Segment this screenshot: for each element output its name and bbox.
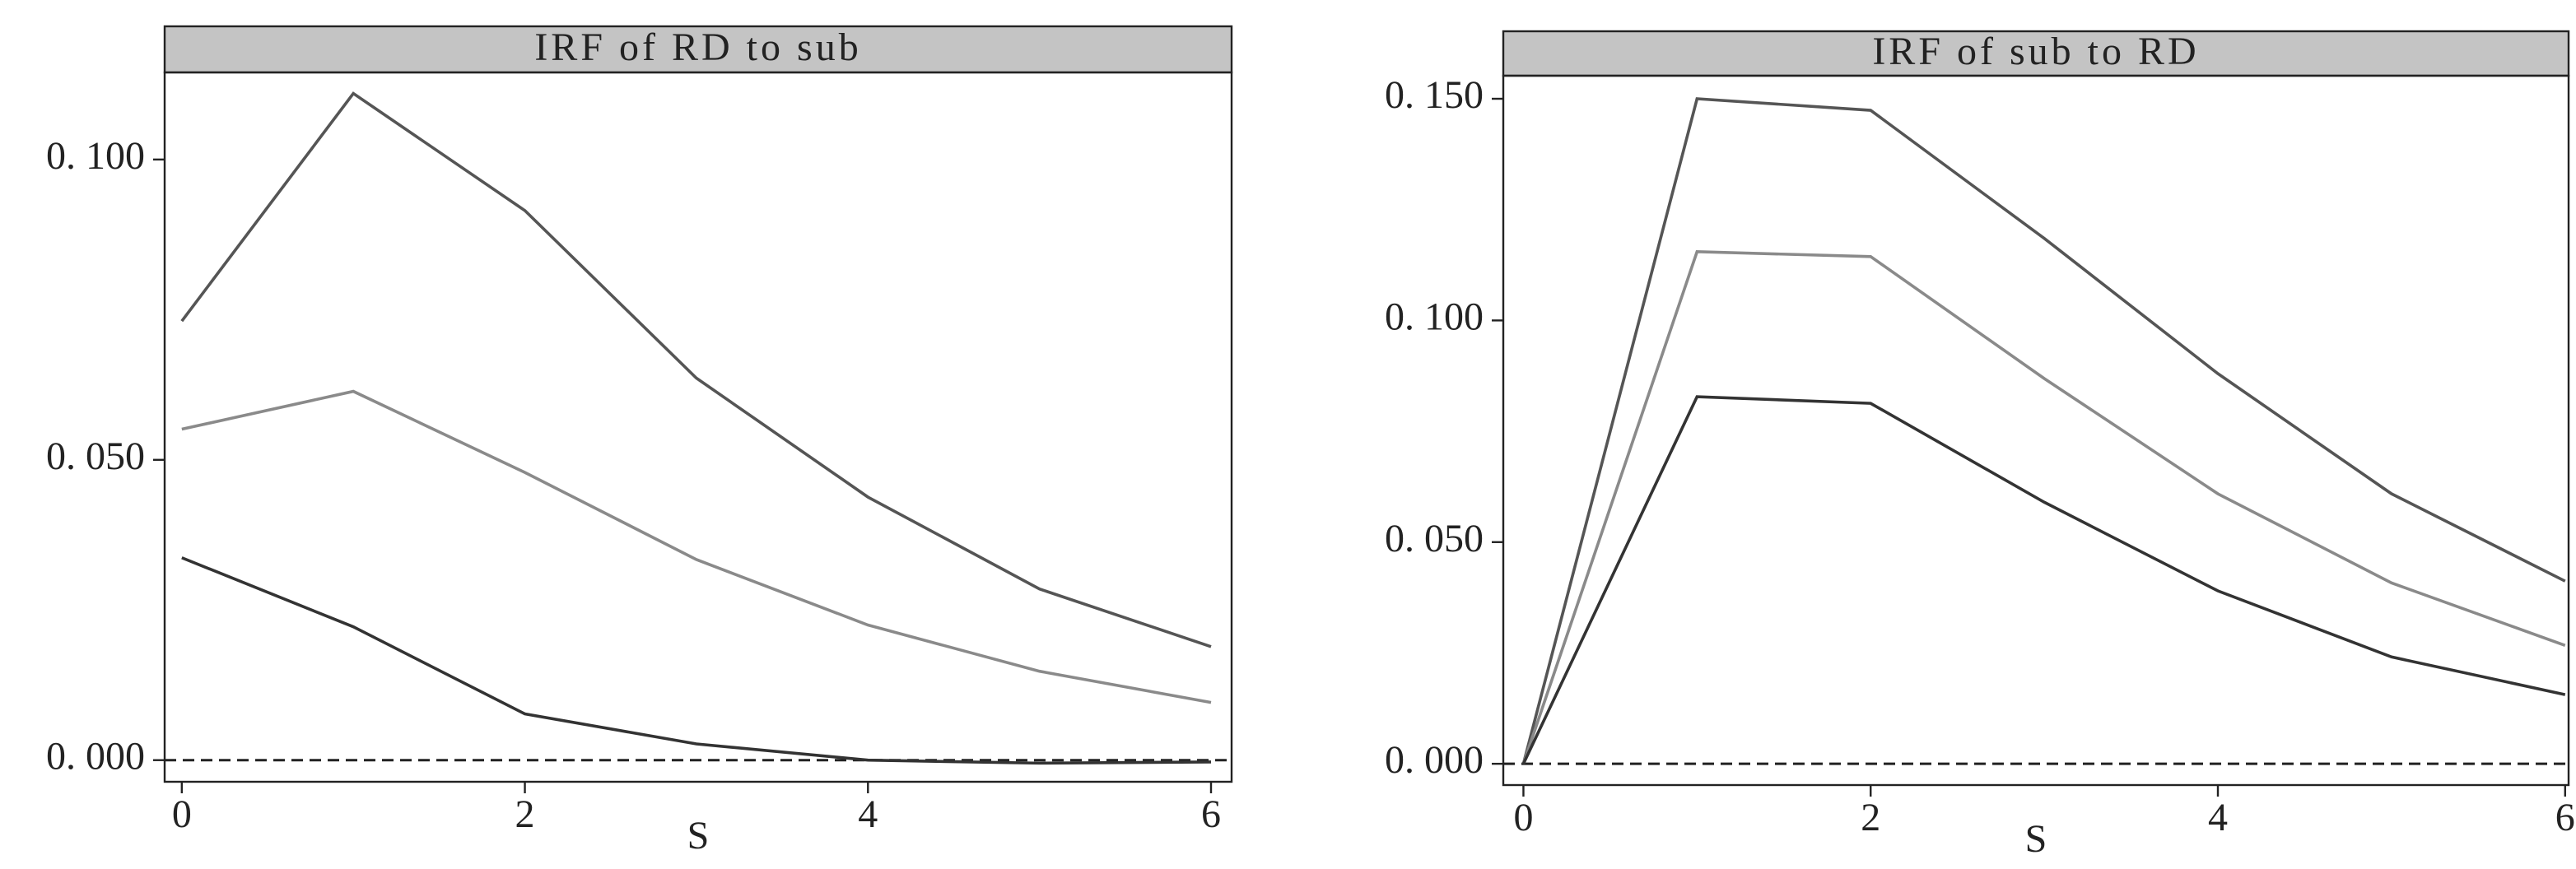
x-tick-label: 2 bbox=[515, 792, 535, 836]
x-tick-label: 0 bbox=[1513, 796, 1533, 839]
y-tick-label: 0. 000 bbox=[1385, 738, 1484, 782]
y-tick-label: 0. 100 bbox=[46, 134, 145, 178]
x-tick-label: 2 bbox=[1861, 796, 1880, 839]
irf-line bbox=[181, 389, 1212, 704]
x-tick-label: 4 bbox=[2208, 796, 2228, 839]
x-tick-label: 4 bbox=[858, 792, 878, 836]
irf-line bbox=[1521, 97, 2566, 764]
irf-line bbox=[181, 556, 1212, 765]
irf-line bbox=[1521, 395, 2566, 764]
panel-title: IRF of sub to RD bbox=[1872, 30, 2199, 73]
x-tick-label: 6 bbox=[2555, 796, 2575, 839]
x-axis-label: S bbox=[687, 814, 710, 857]
title-strip bbox=[1502, 30, 2570, 77]
title-strip bbox=[163, 25, 1233, 74]
y-tick-label: 0. 100 bbox=[1385, 295, 1484, 338]
x-tick-label: 0 bbox=[172, 792, 192, 836]
plot-frame bbox=[1502, 74, 2570, 787]
y-tick-label: 0. 050 bbox=[1385, 517, 1484, 560]
x-axis-label: S bbox=[2025, 817, 2047, 861]
y-tick-label: 0. 050 bbox=[46, 434, 145, 478]
y-tick-label: 0. 150 bbox=[1385, 73, 1484, 117]
panel-title: IRF of RD to sub bbox=[534, 26, 861, 69]
y-tick-label: 0. 000 bbox=[46, 735, 145, 778]
plot-frame bbox=[163, 71, 1233, 783]
x-tick-label: 6 bbox=[1201, 792, 1221, 836]
irf-line bbox=[1521, 250, 2566, 764]
irf-line bbox=[180, 91, 1212, 648]
